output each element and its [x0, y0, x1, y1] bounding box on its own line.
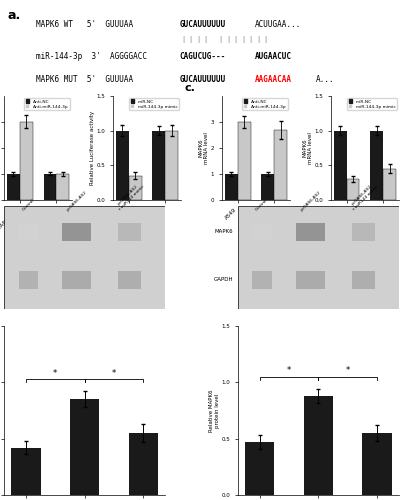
Text: *: *	[287, 366, 291, 376]
Bar	[304, 396, 333, 495]
Text: *: *	[53, 368, 58, 378]
Text: AUGAACUC: AUGAACUC	[255, 52, 292, 61]
Y-axis label: Relative Luciferase activity: Relative Luciferase activity	[90, 111, 95, 185]
Text: GUCAUUUUUU: GUCAUUUUUU	[180, 20, 226, 30]
Bar	[262, 174, 274, 200]
Bar	[56, 174, 69, 200]
Bar	[245, 442, 274, 495]
Text: miR-144-3p  3'  AGGGGACC: miR-144-3p 3' AGGGGACC	[35, 52, 147, 61]
Bar	[70, 399, 99, 495]
Bar	[362, 433, 392, 495]
Text: *: *	[112, 368, 116, 378]
Text: pcGAS6-AS2: pcGAS6-AS2	[66, 190, 87, 212]
Bar	[129, 433, 158, 495]
Text: GUCAUUUUUU: GUCAUUUUUU	[180, 74, 226, 84]
Text: pcGAS6-AS2
+miR144 mimic: pcGAS6-AS2 +miR144 mimic	[348, 182, 379, 212]
Text: *: *	[345, 366, 350, 376]
Text: pcGAS6-AS2
+miR144 mimic: pcGAS6-AS2 +miR144 mimic	[114, 182, 145, 212]
Text: |: |	[264, 36, 268, 44]
Text: |: |	[226, 36, 230, 44]
Bar	[116, 130, 129, 200]
Text: |: |	[241, 36, 245, 44]
Legend: miR-NC, miR-144-3p mimic: miR-NC, miR-144-3p mimic	[129, 98, 179, 110]
Bar	[152, 130, 165, 200]
Bar	[225, 174, 238, 200]
Bar	[352, 270, 375, 288]
Bar	[165, 130, 178, 200]
Text: MAPK6 WT   5'  GUUUAA: MAPK6 WT 5' GUUUAA	[35, 20, 133, 30]
Bar	[274, 130, 287, 200]
Text: Control: Control	[21, 198, 35, 212]
Bar	[347, 179, 359, 200]
Bar	[296, 270, 325, 288]
Bar	[129, 176, 141, 200]
Text: |: |	[181, 36, 185, 44]
Text: CAGUCUG---: CAGUCUG---	[180, 52, 226, 61]
Bar	[238, 122, 251, 200]
Bar	[62, 222, 91, 240]
Text: |: |	[256, 36, 260, 44]
Bar	[11, 448, 41, 495]
Text: MAPK6: MAPK6	[214, 229, 233, 234]
Text: |: |	[189, 36, 193, 44]
Text: A...: A...	[316, 74, 334, 84]
Bar	[7, 174, 20, 200]
Bar	[334, 130, 347, 200]
Legend: Anti-NC, Anti-miR-144-3p: Anti-NC, Anti-miR-144-3p	[25, 98, 70, 110]
Y-axis label: Relative MAPK6
protein level: Relative MAPK6 protein level	[209, 389, 220, 432]
Bar	[19, 270, 38, 288]
Bar	[118, 270, 141, 288]
Text: |: |	[204, 36, 208, 44]
Bar	[62, 270, 91, 288]
Bar	[370, 130, 383, 200]
Bar	[296, 222, 325, 240]
Bar	[44, 174, 56, 200]
Text: |: |	[233, 36, 238, 44]
Y-axis label: MAPK6
mRNA level: MAPK6 mRNA level	[199, 132, 210, 164]
Text: GAPDH: GAPDH	[213, 277, 233, 282]
Bar	[352, 222, 375, 240]
Text: Control: Control	[255, 198, 269, 212]
Legend: miR-NC, miR-144-3p mimic: miR-NC, miR-144-3p mimic	[347, 98, 397, 110]
Text: AAGAACAA: AAGAACAA	[255, 74, 292, 84]
Bar	[252, 270, 272, 288]
Text: |: |	[249, 36, 253, 44]
Bar	[252, 222, 272, 240]
Text: MAPK6 MUT  5'  GUUUAA: MAPK6 MUT 5' GUUUAA	[35, 74, 133, 84]
Y-axis label: MAPK6
mRNA level: MAPK6 mRNA level	[302, 132, 313, 164]
Text: c.: c.	[185, 84, 195, 94]
Bar	[20, 122, 33, 200]
Text: pcGAS6-AS2: pcGAS6-AS2	[299, 190, 321, 212]
Text: |: |	[196, 36, 200, 44]
Bar	[118, 222, 141, 240]
Bar	[383, 168, 396, 200]
Text: |: |	[218, 36, 223, 44]
Text: ACUUGAA...: ACUUGAA...	[255, 20, 301, 30]
Legend: Anti-NC, Anti-miR-144-3p: Anti-NC, Anti-miR-144-3p	[242, 98, 288, 110]
Bar	[19, 222, 38, 240]
Text: a.: a.	[8, 10, 21, 22]
